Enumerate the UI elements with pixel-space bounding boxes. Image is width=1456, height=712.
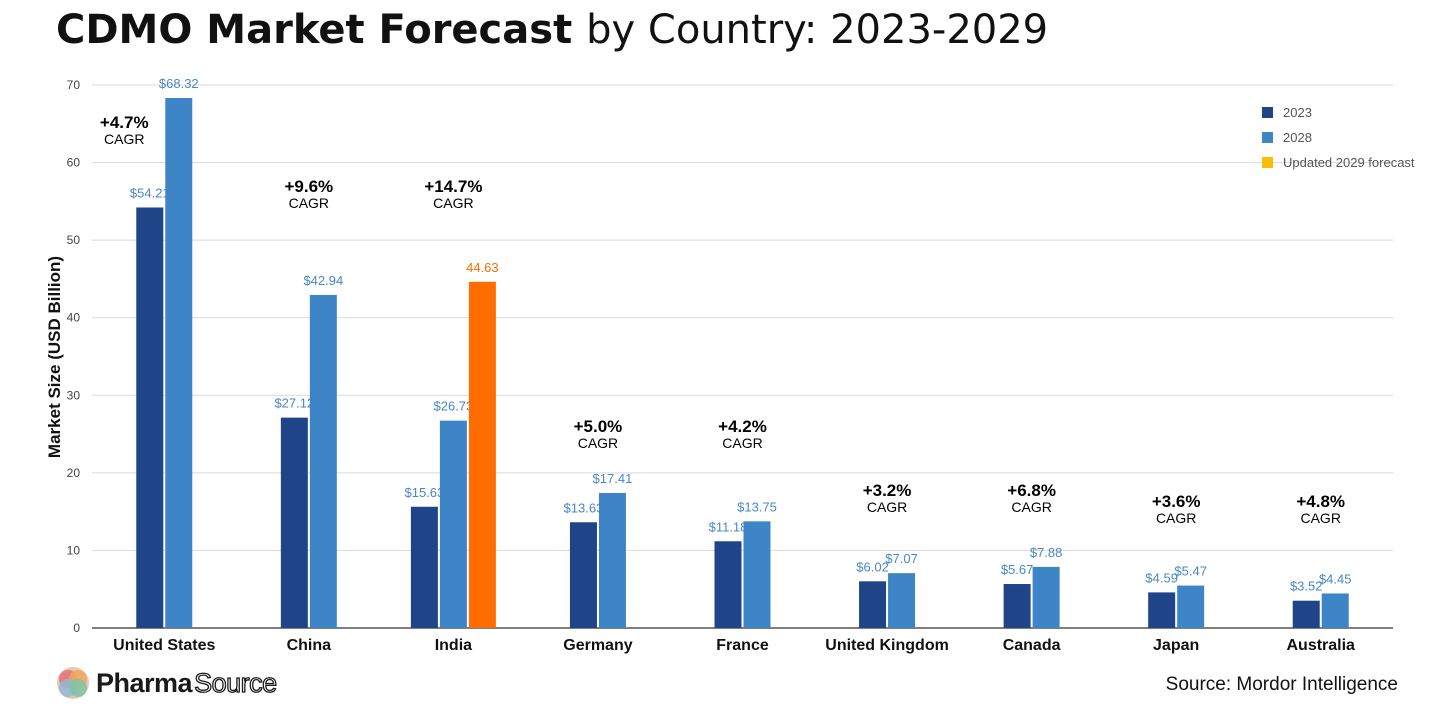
bar-2023 [714, 541, 742, 628]
cagr-label: CAGR [289, 195, 329, 211]
x-tick-label: Canada [1003, 637, 1061, 654]
cagr-label: CAGR [722, 435, 762, 451]
data-label: $26.73 [434, 399, 474, 414]
bar-2028 [1177, 585, 1205, 628]
cagr-label: CAGR [1300, 510, 1340, 526]
x-tick-label: China [287, 637, 332, 654]
data-label: $42.94 [303, 273, 343, 288]
data-label: $54.21 [130, 185, 170, 200]
x-tick-label: France [716, 637, 769, 654]
cagr-value: +4.2% [718, 417, 767, 436]
logo-text-pharma: Pharma [96, 667, 193, 698]
cagr-label: CAGR [104, 131, 144, 147]
bar-2023 [1292, 600, 1320, 628]
bar-updated-2029-forecast [468, 281, 496, 628]
legend-label: 2028 [1283, 130, 1312, 145]
y-tick-label: 30 [67, 388, 81, 402]
data-label: $4.45 [1319, 571, 1352, 586]
source-note: Source: Mordor Intelligence [1165, 674, 1398, 695]
data-label: $15.63 [405, 485, 445, 500]
bar-2023 [136, 207, 164, 628]
title-rest: by Country: 2023-2029 [586, 7, 1049, 53]
y-axis-title: Market Size (USD Billion) [45, 256, 64, 458]
x-tick-label: Australia [1286, 637, 1355, 654]
y-tick-label: 50 [67, 233, 81, 247]
x-tick-label: United Kingdom [825, 637, 949, 654]
bar-2023 [1003, 584, 1031, 628]
data-label: $4.59 [1145, 570, 1178, 585]
y-tick-label: 40 [67, 311, 81, 325]
cagr-label: CAGR [578, 435, 618, 451]
bar-2028 [439, 420, 467, 628]
bar-2028 [309, 294, 337, 628]
bar-2028 [1321, 593, 1349, 628]
cagr-label: CAGR [433, 195, 473, 211]
cagr-value: +3.2% [863, 481, 912, 500]
bar-2023 [410, 506, 438, 628]
title-bold: CDMO Market Forecast [56, 7, 573, 53]
bar-2028 [888, 573, 916, 628]
y-tick-label: 0 [73, 621, 80, 635]
logo-text-source: Source [193, 667, 277, 698]
bar-2023 [569, 522, 597, 628]
data-label: $7.07 [885, 551, 918, 566]
x-tick-label: India [435, 637, 472, 654]
cagr-label: CAGR [1011, 499, 1051, 515]
cagr-value: +4.8% [1296, 492, 1345, 511]
data-label: $68.32 [159, 76, 199, 91]
cagr-value: +5.0% [574, 417, 623, 436]
data-label: $7.88 [1030, 545, 1063, 560]
bar-2028 [598, 492, 626, 628]
bar-2028 [165, 98, 193, 629]
cagr-label: CAGR [1156, 510, 1196, 526]
pharmasource-logo: PharmaSource [56, 666, 278, 700]
x-tick-label: Germany [563, 637, 632, 654]
y-tick-label: 10 [67, 543, 81, 557]
cagr-value: +14.7% [424, 177, 482, 196]
legend-swatch [1262, 157, 1273, 168]
legend-swatch [1262, 132, 1273, 143]
logo-icon [57, 667, 89, 699]
y-tick-label: 20 [67, 466, 81, 480]
cagr-value: +4.7% [100, 113, 149, 132]
cagr-value: +9.6% [284, 177, 333, 196]
bar-2028 [743, 521, 771, 628]
chart-title: CDMO Market Forecast by Country: 2023-20… [56, 4, 1048, 56]
legend-label: 2023 [1283, 105, 1312, 120]
x-tick-label: United States [113, 637, 215, 654]
cagr-value: +3.6% [1152, 492, 1201, 511]
data-label: $5.67 [1001, 562, 1034, 577]
data-label: $13.75 [737, 499, 777, 514]
data-label: $27.12 [274, 396, 314, 411]
legend-swatch [1262, 107, 1273, 118]
data-label: $6.02 [856, 559, 889, 574]
data-label: $17.41 [593, 471, 633, 486]
y-tick-label: 70 [67, 78, 81, 92]
y-tick-label: 60 [67, 156, 81, 170]
cagr-value: +6.8% [1007, 481, 1056, 500]
legend-label: Updated 2029 forecast [1283, 155, 1415, 170]
bar-2023 [859, 581, 887, 628]
bar-2023 [280, 417, 308, 628]
data-label: $5.47 [1174, 564, 1207, 579]
data-label: $3.52 [1290, 579, 1323, 594]
data-label: $13.63 [564, 500, 604, 515]
bar-2023 [1148, 592, 1176, 628]
data-label: 44.63 [466, 260, 499, 275]
data-label: $11.18 [709, 519, 748, 534]
bar-2028 [1032, 566, 1060, 628]
cagr-label: CAGR [867, 499, 907, 515]
x-tick-label: Japan [1153, 637, 1199, 654]
